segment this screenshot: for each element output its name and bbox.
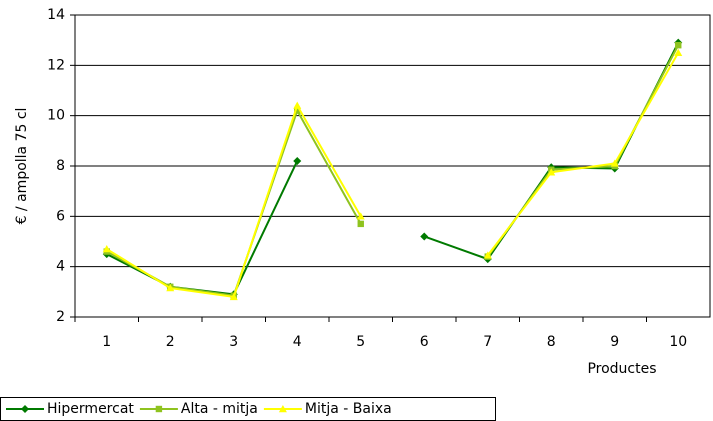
marker	[155, 405, 163, 413]
x-tick-label: 9	[610, 334, 619, 350]
marker	[420, 232, 429, 241]
x-tick-label: 7	[483, 334, 492, 350]
legend-label: Mitja - Baixa	[305, 401, 392, 417]
x-tick-label: 5	[356, 334, 365, 350]
y-tick-label: 8	[56, 158, 65, 174]
marker	[278, 405, 287, 413]
marker	[674, 48, 683, 56]
y-tick-label: 6	[56, 208, 65, 224]
marker	[675, 42, 682, 49]
x-tick-label: 2	[166, 334, 175, 350]
marker	[356, 212, 365, 220]
y-tick-label: 4	[56, 259, 65, 275]
marker	[294, 107, 301, 114]
marker	[357, 220, 364, 228]
marker	[229, 292, 238, 301]
legend-label: Hipermercat	[47, 401, 134, 417]
marker	[102, 245, 111, 253]
y-tick-label: 12	[47, 57, 65, 73]
legend-label: Alta - mitja	[181, 401, 258, 417]
x-tick-label: 10	[669, 334, 687, 350]
x-tick-label: 3	[229, 334, 238, 350]
marker	[483, 251, 492, 259]
y-axis-label: € / ampolla 75 cl	[14, 108, 30, 225]
x-axis-label: Productes	[587, 361, 656, 377]
x-tick-label: 8	[547, 334, 556, 350]
y-tick-label: 2	[56, 309, 65, 325]
x-tick-label: 4	[293, 334, 302, 350]
y-tick-label: 10	[47, 108, 65, 124]
marker	[293, 101, 302, 109]
marker	[166, 284, 175, 292]
marker	[547, 168, 556, 176]
y-tick-label: 14	[47, 7, 65, 23]
x-tick-label: 6	[420, 334, 429, 350]
marker	[21, 405, 29, 413]
marker	[293, 156, 302, 165]
x-tick-label: 1	[102, 334, 111, 350]
marker	[610, 159, 619, 167]
